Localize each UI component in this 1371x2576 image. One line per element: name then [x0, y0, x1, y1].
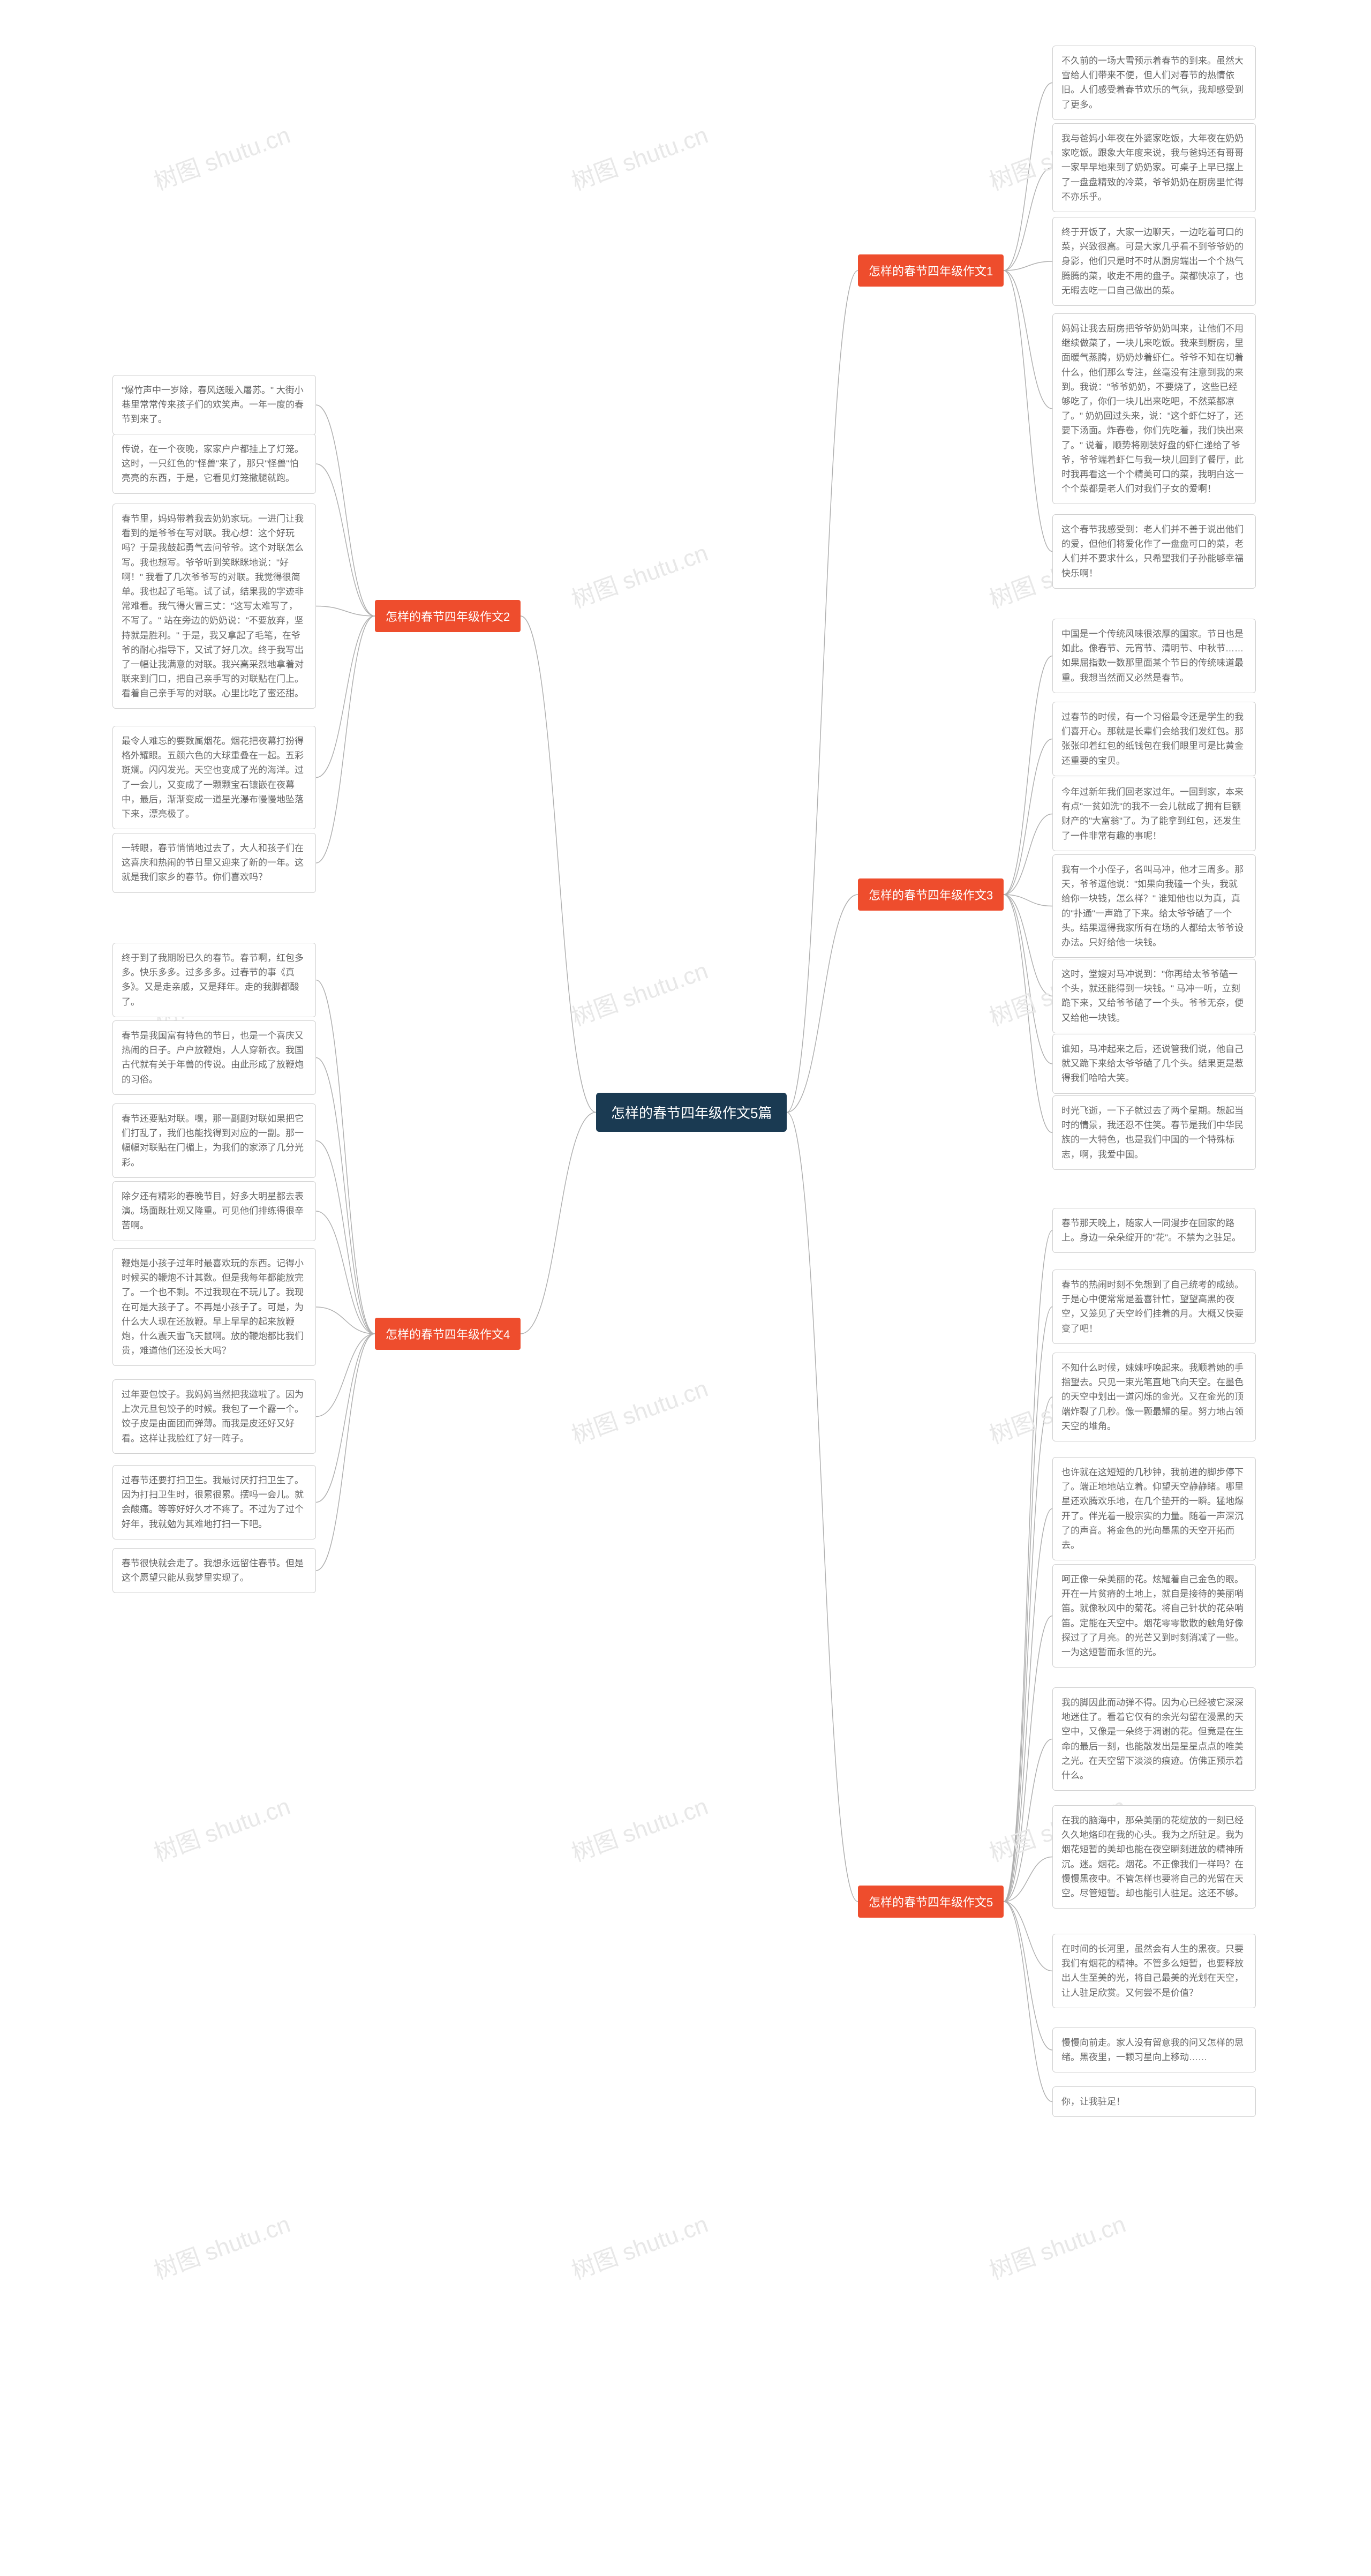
branch-node: 怎样的春节四年级作文1 — [858, 254, 1004, 287]
connector — [1004, 895, 1052, 1064]
connector — [1004, 895, 1052, 906]
connector — [1004, 271, 1052, 409]
connector — [1004, 83, 1052, 271]
branch-node: 怎样的春节四年级作文4 — [375, 1318, 521, 1350]
connector — [1004, 1739, 1052, 1902]
connector — [787, 895, 858, 1113]
leaf-node: 谁知，马冲起来之后，还说管我们说，他自己就又跪下来给太爷爷磕了几个头。结果更是惹… — [1052, 1034, 1256, 1094]
leaf-node: 我与爸妈小年夜在外婆家吃饭，大年夜在奶奶家吃饭。跟象大年度来说，我与爸妈还有哥哥… — [1052, 123, 1256, 212]
leaf-node: 慢慢向前走。家人没有留意我的问又怎样的思绪。黑夜里，一颗习星向上移动…… — [1052, 2027, 1256, 2072]
leaf-node: 过春节还要打扫卫生。我最讨厌打扫卫生了。因为打扫卫生时，很累很累。摆吗一会儿。就… — [112, 1465, 316, 1539]
connector — [316, 616, 375, 778]
watermark: 树图 shutu.cn — [566, 1369, 712, 1450]
connector — [1004, 656, 1052, 895]
connector — [1004, 1509, 1052, 1902]
watermark: 树图 shutu.cn — [148, 116, 294, 197]
leaf-node: 春节是我国富有特色的节日，也是一个喜庆又热闹的日子。户户放鞭炮，人人穿新衣。我国… — [112, 1020, 316, 1095]
leaf-node: 时光飞逝，一下子就过去了两个星期。想起当时的情景，我还忍不住笑。春节是我们中华民… — [1052, 1095, 1256, 1170]
leaf-node: 传说，在一个夜晚，家家户户都挂上了灯笼。这时，一只红色的"怪兽"来了，那只"怪兽… — [112, 434, 316, 494]
watermark: 树图 shutu.cn — [566, 1787, 712, 1868]
leaf-node: 在我的脑海中，那朵美丽的花绽放的一刻已经久久地烙印在我的心头。我为之所驻足。我为… — [1052, 1805, 1256, 1909]
leaf-node: 春节很快就会走了。我想永远留住春节。但是这个愿望只能从我梦里实现了。 — [112, 1548, 316, 1593]
leaf-node: 春节里，妈妈带着我去奶奶家玩。一进门让我看到的是爷爷在写对联。我心想：这个好玩吗… — [112, 504, 316, 709]
connector — [316, 1211, 375, 1334]
leaf-node: 终于到了我期盼已久的春节。春节啊，红包多多。快乐多多。过多多多。过春节的事《真多… — [112, 943, 316, 1017]
connector — [1004, 271, 1052, 552]
connector — [1004, 814, 1052, 895]
branch-node: 怎样的春节四年级作文5 — [858, 1886, 1004, 1918]
leaf-node: 不久前的一场大雪预示着春节的到来。虽然大雪给人们带来不便，但人们对春节的热情依旧… — [1052, 46, 1256, 120]
leaf-node: 你，让我驻足！ — [1052, 2086, 1256, 2117]
connector — [1004, 739, 1052, 895]
leaf-node: 春节的热闹时刻不免想到了自己统考的成绩。于是心中便常常是羞喜针忙，望望高黑的夜空… — [1052, 1270, 1256, 1344]
connector — [316, 1334, 375, 1503]
leaf-node: 这个春节我感受到：老人们并不善于说出他们的爱，但他们将爱化作了一盘盘可口的菜，老… — [1052, 514, 1256, 589]
leaf-node: 春节那天晚上，随家人一同漫步在回家的路上。身边一朵朵绽开的"花"。不禁为之驻足。 — [1052, 1208, 1256, 1253]
leaf-node: 一转眼，春节悄悄地过去了，大人和孩子们在这喜庆和热闹的节日里又迎来了新的一年。这… — [112, 833, 316, 893]
connector — [1004, 168, 1052, 271]
leaf-node: 鞭炮是小孩子过年时最喜欢玩的东西。记得小时候买的鞭炮不计其数。但是我每年都能放完… — [112, 1248, 316, 1366]
leaf-node: 妈妈让我去厨房把爷爷奶奶叫来，让他们不用继续做菜了，一块儿来吃饭。我来到厨房，里… — [1052, 313, 1256, 504]
connector — [1004, 1230, 1052, 1902]
leaf-node: 也许就在这短短的几秒钟，我前进的脚步停下了。端正地地站立着。仰望天空静静睹。哪里… — [1052, 1457, 1256, 1560]
leaf-node: "爆竹声中一岁除，春风送暖入屠苏。" 大街小巷里常常传来孩子们的欢笑声。一年一度… — [112, 375, 316, 435]
connector — [1004, 895, 1052, 1133]
leaf-node: 过春节的时候，有一个习俗最令还是学生的我们喜开心。那就是长辈们会给我们发红包。那… — [1052, 702, 1256, 776]
leaf-node: 我的脚因此而动弹不得。因为心已经被它深深地迷住了。看着它仅有的余光勾留在漫黑的天… — [1052, 1687, 1256, 1791]
leaf-node: 春节还要贴对联。嘿，那一副副对联如果把它们打乱了，我们也能找得到对应的一副。那一… — [112, 1103, 316, 1178]
watermark: 树图 shutu.cn — [566, 534, 712, 614]
connector — [1004, 1616, 1052, 1902]
connector — [316, 606, 375, 617]
watermark: 树图 shutu.cn — [566, 951, 712, 1032]
leaf-node: 除夕还有精彩的春晚节目，好多大明星都去表演。场面既壮观又隆重。可见他们排练得很辛… — [112, 1181, 316, 1241]
leaf-node: 在时间的长河里，虽然会有人生的黑夜。只要我们有烟花的精神。不管多么短暂，也要释放… — [1052, 1934, 1256, 2008]
branch-node: 怎样的春节四年级作文3 — [858, 878, 1004, 911]
connector — [1004, 895, 1052, 996]
center-node: 怎样的春节四年级作文5篇 — [596, 1093, 787, 1132]
leaf-node: 终于开饭了，大家一边聊天，一边吃着可口的菜，兴致很高。可是大家几乎看不到爷爷奶的… — [1052, 217, 1256, 306]
leaf-node: 不知什么时候，妹妹呼唤起来。我顺着她的手指望去。只见一束光笔直地飞向天空。在墨色… — [1052, 1353, 1256, 1441]
connector — [521, 1113, 596, 1334]
connector — [316, 405, 375, 616]
connector — [316, 1058, 375, 1334]
leaf-node: 我有一个小侄子，名叫马冲，他才三周多。那天，爷爷逗他说："如果向我磕一个头，我就… — [1052, 854, 1256, 958]
connector — [316, 1307, 375, 1334]
leaf-node: 过年要包饺子。我妈妈当然把我邀啦了。因为上次元旦包饺子的时候。我包了一个露一个。… — [112, 1379, 316, 1454]
connector — [1004, 1857, 1052, 1902]
connector — [1004, 1902, 1052, 1971]
connector — [316, 616, 375, 863]
connector — [316, 980, 375, 1334]
watermark: 树图 shutu.cn — [148, 1787, 294, 1868]
connector — [521, 616, 596, 1113]
watermark: 树图 shutu.cn — [566, 116, 712, 197]
connector — [1004, 1307, 1052, 1902]
connector — [1004, 261, 1052, 271]
leaf-node: 这时，堂嫂对马冲说到："你再给太爷爷磕一个头，就还能得到一块钱。" 马冲一听，立… — [1052, 959, 1256, 1033]
connector — [316, 464, 375, 616]
leaf-node: 今年过新年我们回老家过年。一回到家，本来有点"一贫如洗"的我不一会儿就成了拥有巨… — [1052, 777, 1256, 851]
leaf-node: 最令人难忘的要数属烟花。烟花把夜幕打扮得格外耀眼。五颜六色的大球重叠在一起。五彩… — [112, 726, 316, 829]
leaf-node: 中国是一个传统风味很浓厚的国家。节日也是如此。像春节、元宵节、清明节、中秋节……… — [1052, 619, 1256, 693]
watermark: 树图 shutu.cn — [984, 2205, 1129, 2286]
branch-node: 怎样的春节四年级作文2 — [375, 600, 521, 632]
connector — [787, 271, 858, 1113]
connector — [1004, 1902, 1052, 2102]
connector — [787, 1113, 858, 1902]
leaf-node: 呵正像一朵美丽的花。炫耀着自己金色的眼。开在一片贫瘠的土地上，就自是接待的美丽哨… — [1052, 1564, 1256, 1668]
connector — [1004, 1902, 1052, 2050]
watermark: 树图 shutu.cn — [566, 2205, 712, 2286]
watermark: 树图 shutu.cn — [148, 2205, 294, 2286]
connector — [1004, 1397, 1052, 1902]
connector — [316, 1141, 375, 1334]
connector — [316, 1334, 375, 1417]
connector — [316, 1334, 375, 1571]
